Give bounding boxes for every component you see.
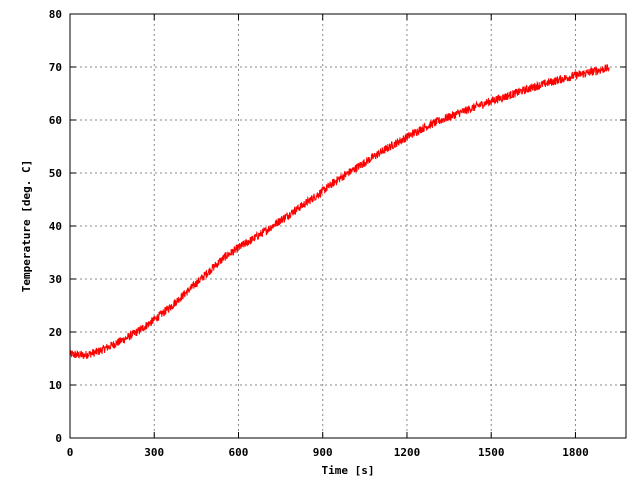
y-tick-label: 60 <box>49 114 62 127</box>
x-tick-label: 900 <box>313 446 333 459</box>
x-axis-label: Time [s] <box>322 464 375 477</box>
y-tick-label: 30 <box>49 273 62 286</box>
y-tick-label: 50 <box>49 167 62 180</box>
x-tick-label: 1800 <box>562 446 589 459</box>
x-tick-label: 0 <box>67 446 74 459</box>
tick-layer <box>69 13 626 439</box>
x-tick-label: 1500 <box>478 446 505 459</box>
plot-frame <box>69 13 627 439</box>
grid-layer <box>70 14 626 438</box>
y-axis-label: Temperature [deg. C] <box>20 160 33 292</box>
x-tick-label: 300 <box>144 446 164 459</box>
x-tick-label: 600 <box>229 446 249 459</box>
y-tick-label: 10 <box>49 379 62 392</box>
x-tick-label: 1200 <box>394 446 421 459</box>
y-tick-label: 70 <box>49 61 62 74</box>
y-tick-label: 80 <box>49 8 62 21</box>
temperature-series-line <box>69 64 610 359</box>
y-tick-label: 0 <box>55 432 62 445</box>
series-layer <box>69 64 610 359</box>
y-tick-label: 40 <box>49 220 62 233</box>
y-tick-label: 20 <box>49 326 62 339</box>
tick-label-layer: 0 300 600 900 1200 1500 1800 0 10 20 30 40 50 60 70 80 <box>49 8 589 459</box>
